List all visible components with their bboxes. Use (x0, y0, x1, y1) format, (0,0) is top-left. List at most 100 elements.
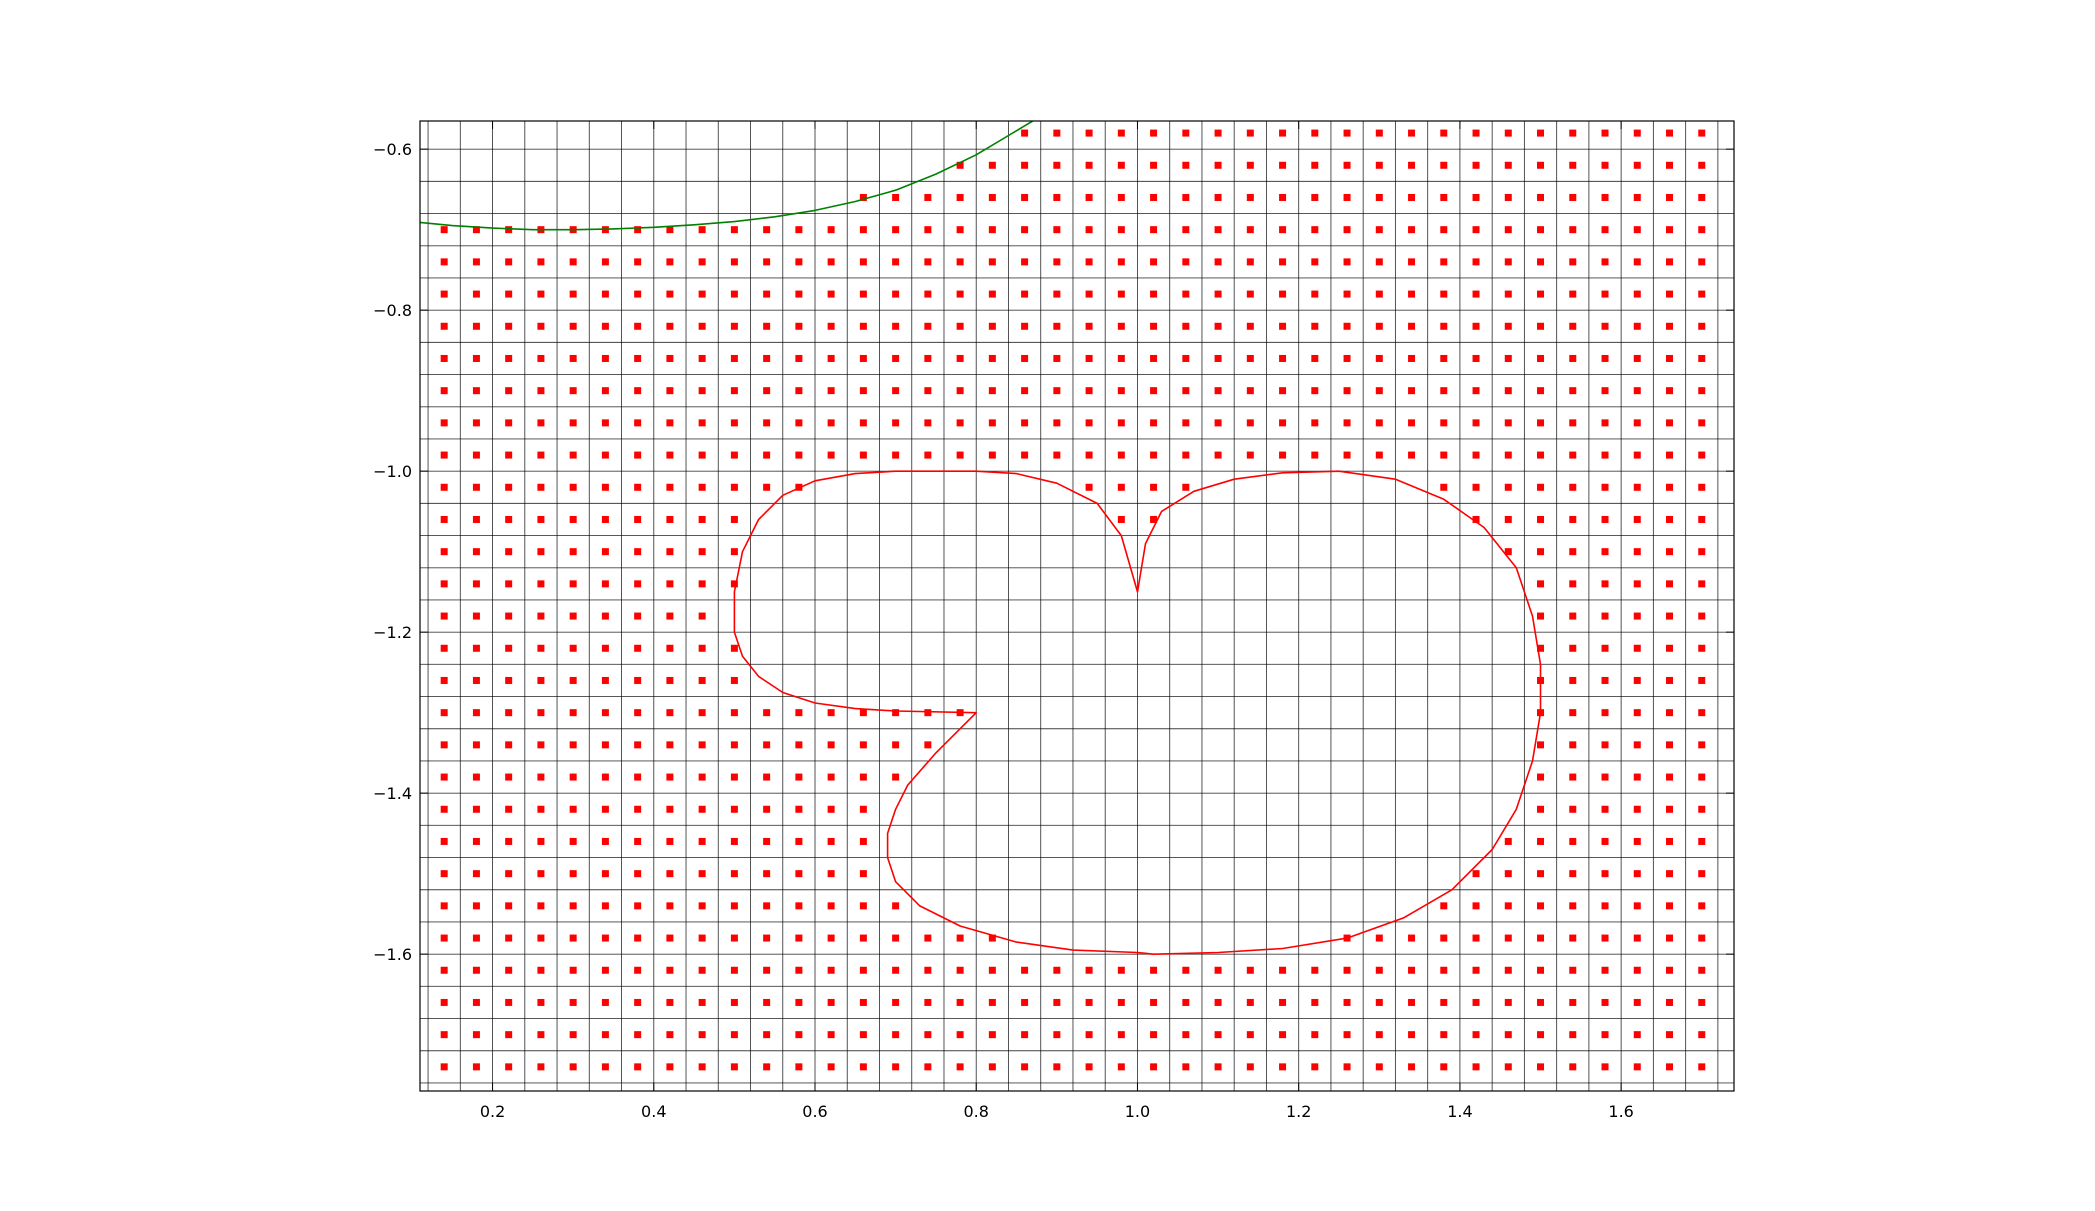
data-point (601, 709, 609, 717)
data-point (666, 451, 674, 459)
data-point (1246, 419, 1254, 427)
data-point (1601, 644, 1609, 652)
data-point (1117, 129, 1125, 137)
data-point (1021, 354, 1029, 362)
data-point (730, 387, 738, 395)
data-point (1440, 902, 1448, 910)
data-point (666, 998, 674, 1006)
data-point (988, 226, 996, 234)
data-point (730, 290, 738, 298)
data-point (1021, 258, 1029, 266)
data-point (698, 902, 706, 910)
data-point (634, 644, 642, 652)
data-point (730, 902, 738, 910)
data-point (1504, 193, 1512, 201)
data-point (1214, 258, 1222, 266)
data-point (827, 902, 835, 910)
data-point (1472, 870, 1480, 878)
data-point (1633, 902, 1641, 910)
data-point (1440, 483, 1448, 491)
data-point (666, 548, 674, 556)
data-point (827, 805, 835, 813)
data-point (1537, 129, 1545, 137)
data-point (440, 773, 448, 781)
data-point (1021, 998, 1029, 1006)
data-point (505, 322, 513, 330)
data-point (988, 161, 996, 169)
data-point (892, 387, 900, 395)
data-point (988, 1063, 996, 1071)
data-point (1375, 1031, 1383, 1039)
data-point (1666, 1063, 1674, 1071)
data-point (1279, 290, 1287, 298)
data-point (698, 741, 706, 749)
data-point (1053, 451, 1061, 459)
data-point (1666, 322, 1674, 330)
data-point (795, 1031, 803, 1039)
data-point (601, 902, 609, 910)
data-point (827, 387, 835, 395)
data-point (1408, 258, 1416, 266)
data-point (1053, 1031, 1061, 1039)
data-point (730, 322, 738, 330)
data-point (1375, 451, 1383, 459)
data-point (1311, 161, 1319, 169)
data-point (1343, 387, 1351, 395)
data-point (1569, 644, 1577, 652)
data-point (1021, 966, 1029, 974)
data-point (634, 741, 642, 749)
data-point (763, 837, 771, 845)
data-point (1053, 290, 1061, 298)
data-point (1408, 934, 1416, 942)
data-point (1698, 902, 1706, 910)
data-point (859, 741, 867, 749)
data-point (1569, 998, 1577, 1006)
data-point (1666, 451, 1674, 459)
data-point (1085, 226, 1093, 234)
data-point (472, 451, 480, 459)
data-point (472, 226, 480, 234)
data-point (892, 741, 900, 749)
data-point (1182, 419, 1190, 427)
data-point (1053, 354, 1061, 362)
data-point (1150, 258, 1158, 266)
data-point (956, 998, 964, 1006)
data-point (1375, 129, 1383, 137)
data-point (472, 483, 480, 491)
data-point (1311, 322, 1319, 330)
data-point (698, 322, 706, 330)
data-point (698, 387, 706, 395)
data-point (1085, 998, 1093, 1006)
data-point (1601, 741, 1609, 749)
data-point (1279, 322, 1287, 330)
data-point (763, 902, 771, 910)
data-point (666, 676, 674, 684)
data-point (988, 290, 996, 298)
data-point (601, 837, 609, 845)
data-point (795, 387, 803, 395)
data-point (1472, 354, 1480, 362)
data-point (1117, 290, 1125, 298)
data-point (1246, 322, 1254, 330)
data-point (1440, 161, 1448, 169)
data-point (1375, 258, 1383, 266)
data-point (956, 322, 964, 330)
data-point (601, 934, 609, 942)
data-point (1537, 451, 1545, 459)
data-point (1504, 290, 1512, 298)
data-point (698, 805, 706, 813)
data-point (569, 741, 577, 749)
data-point (569, 676, 577, 684)
data-point (440, 870, 448, 878)
data-point (1440, 998, 1448, 1006)
data-point (1601, 419, 1609, 427)
data-point (1343, 1031, 1351, 1039)
data-point (666, 322, 674, 330)
data-point (1279, 258, 1287, 266)
y-axis: −0.6 −0.8 −1.0 −1.2 −1.4 −1.6 (373, 140, 1734, 964)
data-point (1569, 354, 1577, 362)
data-point (924, 193, 932, 201)
data-point (1117, 1063, 1125, 1071)
plot-frame (419, 120, 1735, 1092)
data-point (795, 998, 803, 1006)
